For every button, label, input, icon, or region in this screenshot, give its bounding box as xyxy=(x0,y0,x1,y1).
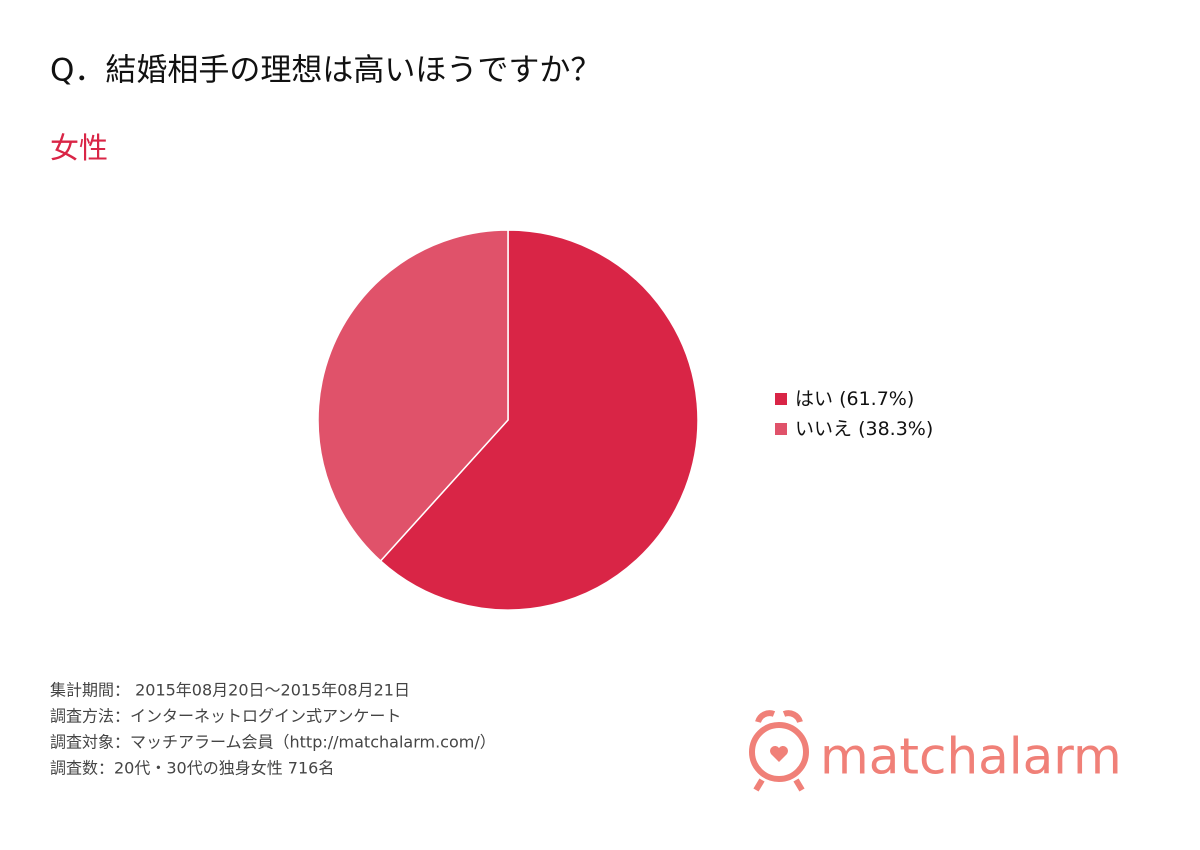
legend-label: いいえ (38.3%) xyxy=(795,418,933,440)
clock-leg xyxy=(793,778,805,792)
chart-subtitle: 女性 xyxy=(50,131,108,165)
notes: 集計期間： 2015年08月20日～2015年08月21日 調査方法：インターネ… xyxy=(50,681,496,778)
legend-name: いいえ xyxy=(795,418,852,440)
legend-name: はい xyxy=(795,388,833,410)
note: 調査対象：マッチアラーム会員（http://matchalarm.com/） xyxy=(50,733,496,752)
clock-face xyxy=(749,722,809,782)
clock-leg xyxy=(753,778,765,792)
note: 調査数：20代・30代の独身女性 716名 xyxy=(50,759,334,778)
clock-heart xyxy=(770,746,788,762)
clock-bell xyxy=(782,710,803,724)
clock-bell xyxy=(755,710,776,724)
legend-value: (38.3%) xyxy=(858,418,933,440)
note: 調査方法：インターネットログイン式アンケート xyxy=(50,707,401,726)
pie-slice xyxy=(317,229,509,562)
logo-icon xyxy=(749,710,809,792)
legend-swatch xyxy=(775,423,787,435)
pie-slice xyxy=(379,229,699,611)
legend-value: (61.7%) xyxy=(839,388,914,410)
note: 集計期間： 2015年08月20日～2015年08月21日 xyxy=(50,681,410,700)
chart-title: Q．結婚相手の理想は高いほうですか？ xyxy=(50,53,601,89)
legend-swatch xyxy=(775,393,787,405)
legend-label: はい (61.7%) xyxy=(795,388,914,410)
logo-text: matchalarm xyxy=(820,728,1122,786)
